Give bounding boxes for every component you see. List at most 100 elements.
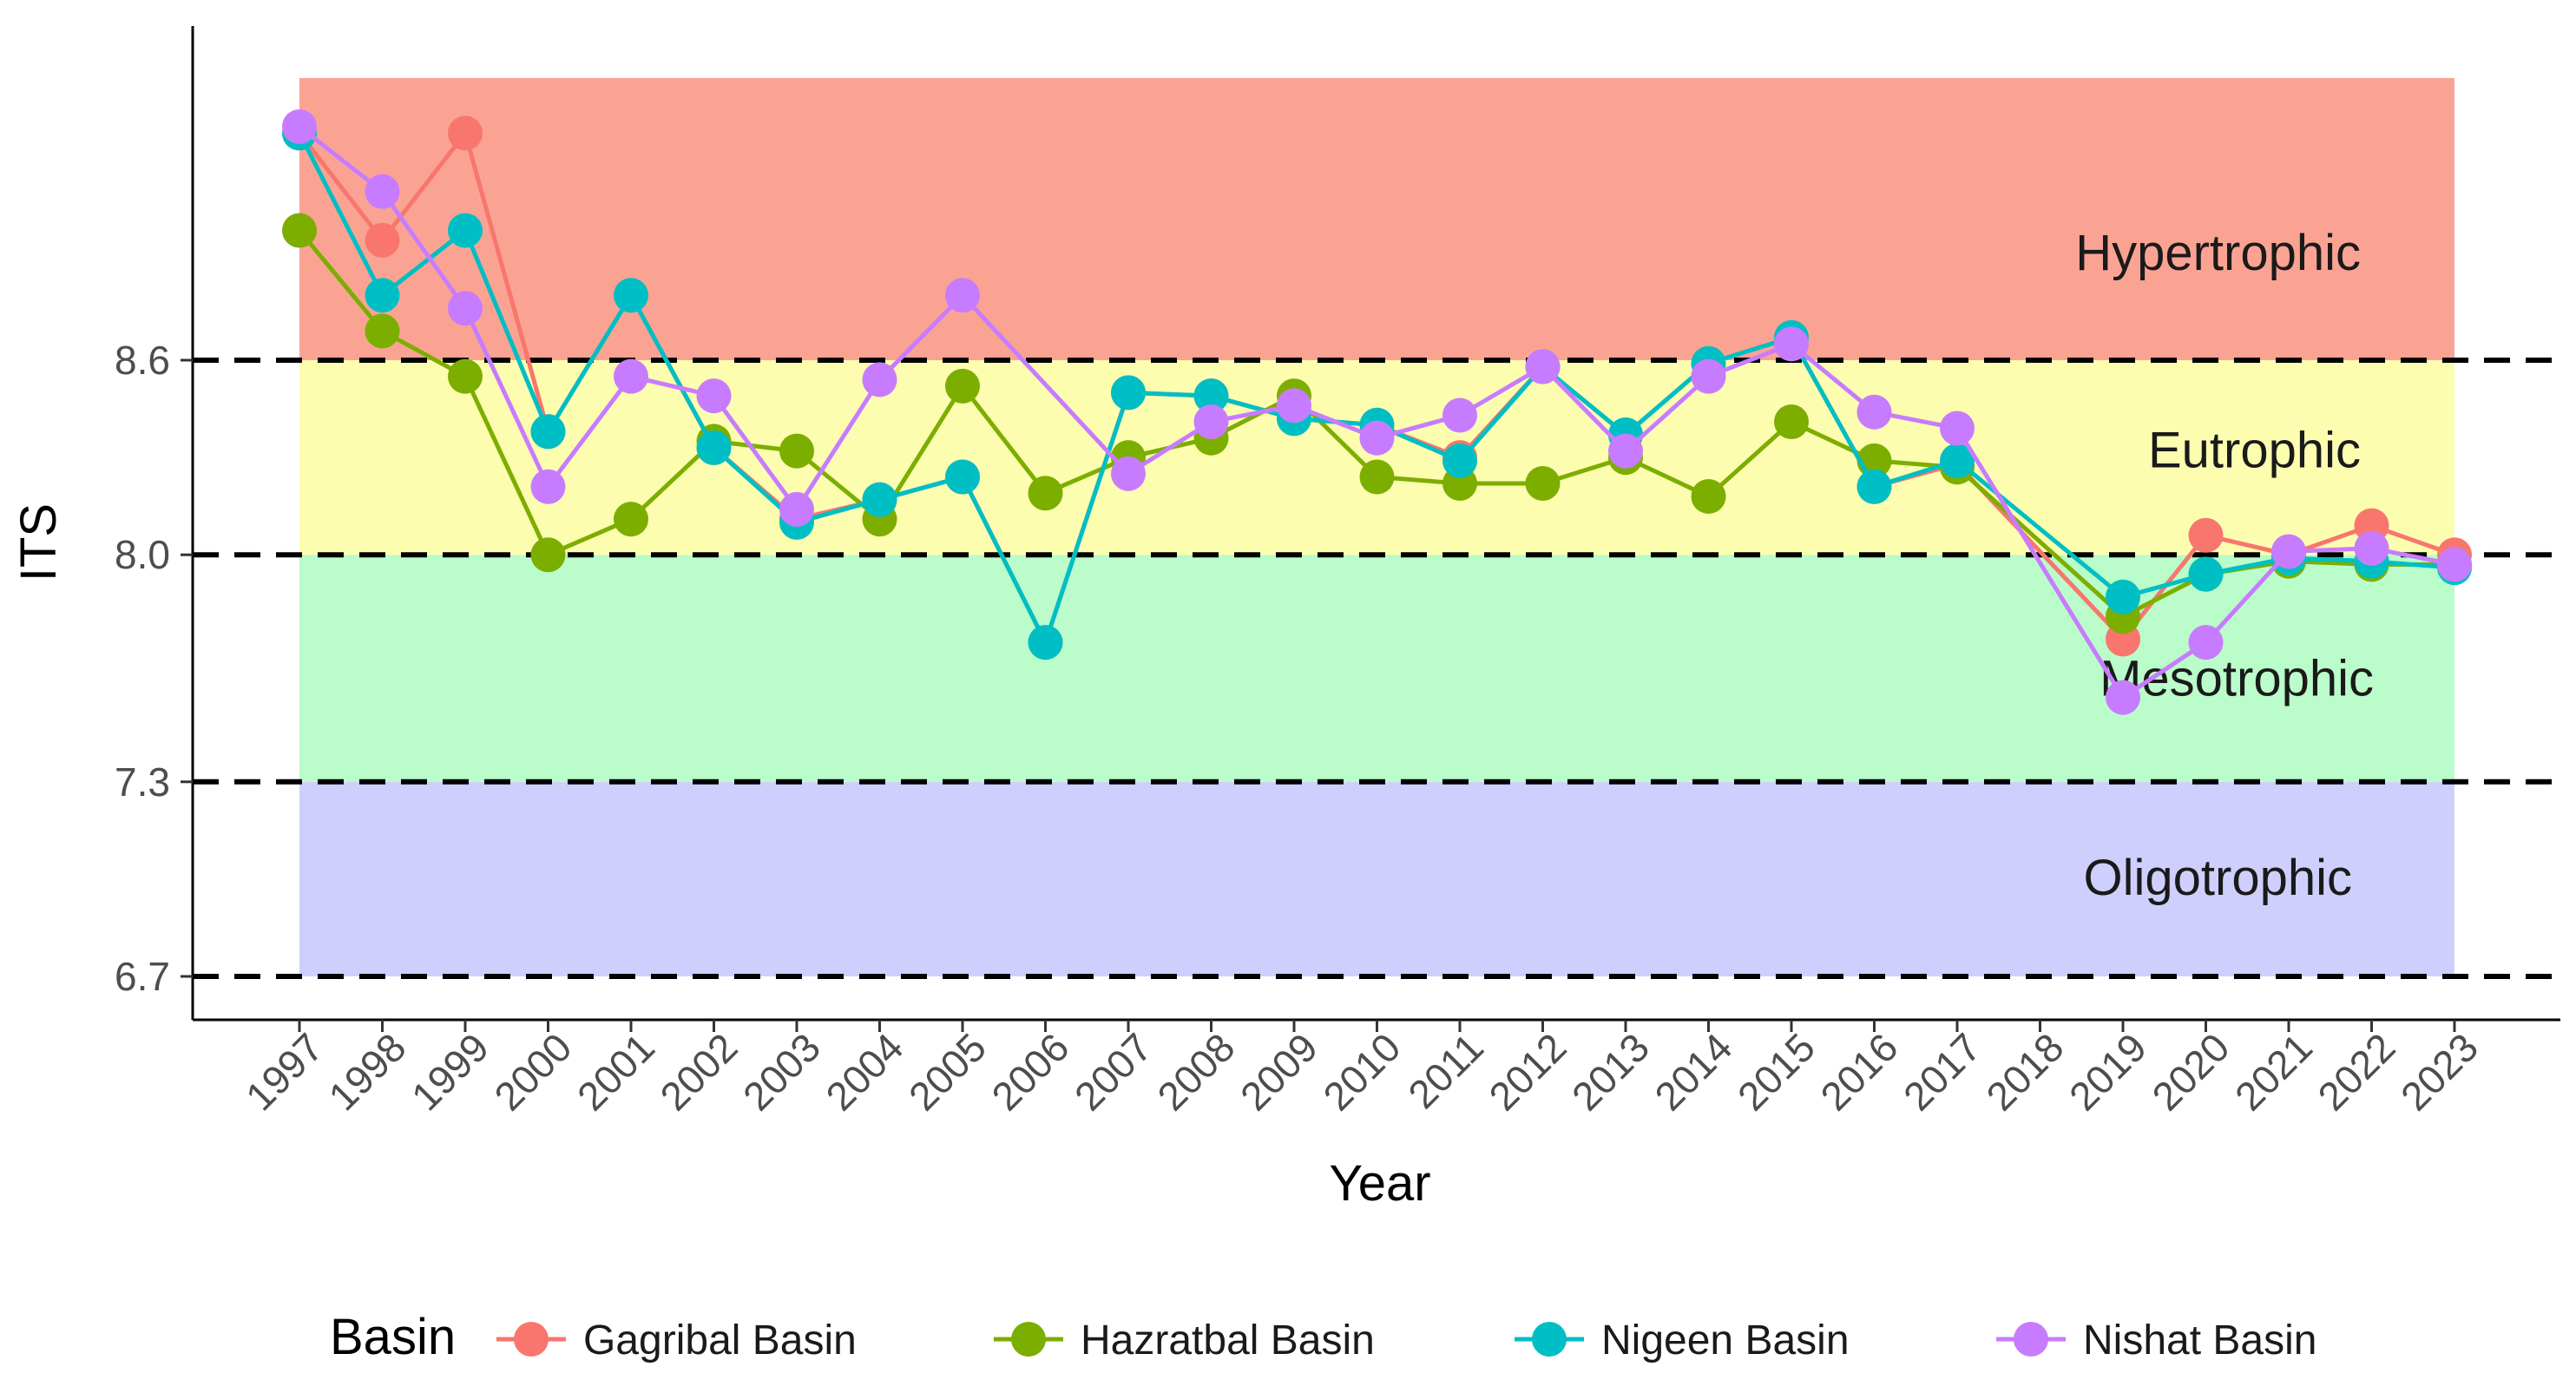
data-point [1359,459,1395,495]
data-point [282,213,317,248]
legend-key-point [1532,1322,1567,1357]
series-line [298,228,2454,619]
legend-item-nigeen-basin: Nigeen Basin [1515,1318,1850,1364]
x-tick-label: 2018 [1977,1024,2072,1119]
x-tick-label: 2015 [1729,1024,1824,1119]
data-point [530,469,566,504]
data-point [1193,404,1229,439]
data-point [945,368,980,404]
x-tick-label: 2021 [2226,1024,2321,1119]
x-tick-label: 2008 [1148,1024,1243,1119]
data-point [862,482,897,517]
data-point [1856,469,1892,504]
data-point [448,115,483,151]
x-tick-label: 2010 [1314,1024,1409,1119]
data-point [2188,556,2224,592]
data-point [448,291,483,326]
data-point [2106,680,2140,715]
x-ticks: 1997199819992000200120022003200420052006… [237,1020,2487,1119]
data-point [696,430,732,465]
x-tick-label: 2019 [2060,1024,2155,1119]
x-tick-label: 2003 [734,1024,829,1119]
data-point [614,358,648,394]
x-tick-label: 2002 [651,1024,746,1119]
data-point [282,108,317,144]
data-point [945,459,980,495]
zone-label-mesotrophic: Mesotrophic [2100,650,2374,706]
zone-label-oligotrophic: Oligotrophic [2084,850,2352,906]
data-point [1525,466,1561,501]
trophic-zones: Oligotrophic Mesotrophic Eutrophic Hypertro… [299,77,2454,976]
legend-key-point [514,1322,549,1357]
data-point [1691,358,1726,394]
data-point [365,313,400,349]
legend-label: Nishat Basin [2083,1318,2316,1364]
x-tick-label: 2011 [1399,1024,1492,1117]
data-point [1111,375,1146,411]
x-tick-label: 2023 [2392,1024,2487,1119]
data-point [862,362,897,398]
data-point [365,174,400,209]
legend-item-hazratbal-basin: Hazratbal Basin [994,1318,1375,1364]
zone-eutrophic [299,360,2454,555]
legend-label: Nigeen Basin [1601,1318,1850,1364]
data-point [614,278,648,313]
x-tick-label: 2004 [817,1024,911,1119]
data-point [2188,517,2224,553]
y-tick-label: 6.7 [115,954,170,999]
x-axis-title: Year [1329,1155,1430,1212]
x-tick-label: 2012 [1480,1024,1574,1119]
data-point [365,278,400,313]
x-tick-label: 1998 [319,1024,414,1119]
zone-hypertrophic [299,77,2454,360]
legend-key-point [2014,1322,2048,1357]
y-axis-title: ITS [10,503,67,582]
data-point [1111,456,1146,491]
x-tick-label: 2016 [1811,1024,1906,1119]
reference-lines [193,358,2560,979]
data-point [945,278,980,313]
data-point [2271,534,2306,569]
data-point [448,213,483,248]
y-tick-label: 8.6 [115,338,170,383]
legend-label: Hazratbal Basin [1081,1318,1375,1364]
x-tick-label: 2022 [2309,1024,2403,1119]
data-point [1193,378,1229,414]
x-tick-label: 2007 [1066,1024,1160,1119]
data-point [2354,530,2389,566]
x-tick-label: 2017 [1895,1024,1989,1119]
data-point [1028,476,1063,511]
data-point [1359,420,1395,456]
data-point [779,433,814,469]
y-tick-label: 7.3 [115,759,170,805]
data-point [1940,443,1975,478]
legend-title: Basin [330,1309,456,1365]
legend-key-point [1011,1322,1046,1357]
data-point [2437,547,2472,582]
data-point [530,414,566,450]
legend: Basin Gagribal Basin Hazratbal Basin Nigee… [330,1309,2316,1365]
y-ticks: 6.7 7.3 8.0 8.6 [115,338,193,999]
x-tick-label: 2014 [1646,1024,1740,1119]
legend-label: Gagribal Basin [583,1318,857,1364]
zone-oligotrophic [299,781,2454,976]
data-point [1525,349,1561,384]
x-tick-label: 2020 [2143,1024,2238,1119]
zone-label-hypertrophic: Hypertrophic [2075,225,2361,281]
zone-label-eutrophic: Eutrophic [2148,422,2361,478]
data-point [614,502,648,537]
x-tick-label: 2006 [982,1024,1077,1119]
y-tick-label: 8.0 [115,532,170,577]
data-point [2188,625,2224,660]
data-point [365,222,400,258]
x-tick-label: 2013 [1563,1024,1658,1119]
legend-item-gagribal-basin: Gagribal Basin [496,1318,857,1364]
data-point [530,537,566,573]
data-point [1608,433,1643,469]
data-point [1028,625,1063,660]
series-layer [282,108,2472,715]
data-point [779,491,814,527]
legend-item-nishat-basin: Nishat Basin [1996,1318,2316,1364]
data-point [1442,443,1477,478]
